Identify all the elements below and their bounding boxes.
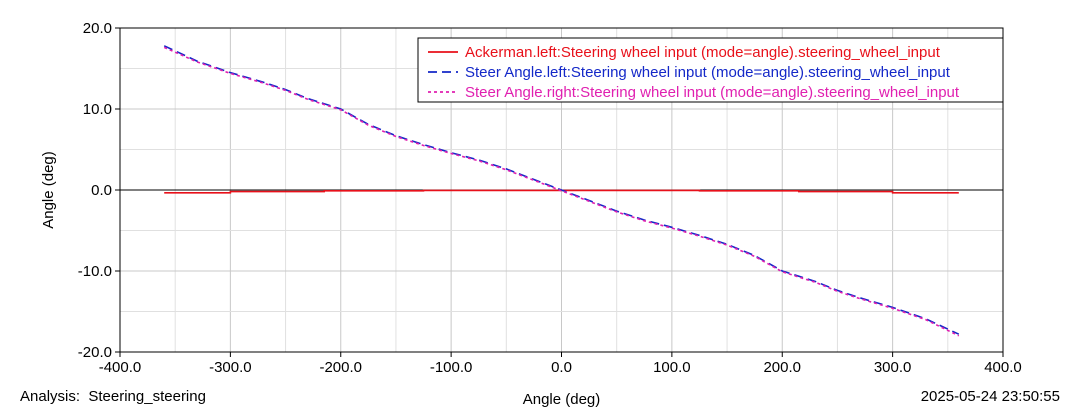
x-tick-label: 400.0 bbox=[984, 359, 1022, 376]
x-tick-label: -300.0 bbox=[209, 359, 252, 376]
legend-label-2: Steer Angle.right:Steering wheel input (… bbox=[465, 84, 960, 101]
analysis-label: Analysis: bbox=[20, 388, 81, 405]
x-tick-label: -400.0 bbox=[99, 359, 142, 376]
y-tick-label: -20.0 bbox=[78, 344, 112, 361]
analysis-info: Analysis: Steering_steering bbox=[20, 388, 206, 405]
x-tick-label: -100.0 bbox=[430, 359, 473, 376]
legend-label-1: Steer Angle.left:Steering wheel input (m… bbox=[465, 64, 951, 81]
legend-label-0: Ackerman.left:Steering wheel input (mode… bbox=[465, 44, 941, 61]
x-tick-label: 0.0 bbox=[551, 359, 572, 376]
series-line-2 bbox=[163, 46, 960, 337]
y-tick-label: 10.0 bbox=[83, 101, 112, 118]
timestamp: 2025-05-24 23:50:55 bbox=[920, 388, 1060, 405]
y-tick-label: -10.0 bbox=[78, 263, 112, 280]
x-tick-labels: -400.0 -300.0 -200.0 -100.0 0.0 100.0 200.0 300… bbox=[99, 359, 1022, 376]
x-axis-label: Angle (deg) bbox=[523, 391, 601, 408]
legend-box bbox=[417, 37, 1004, 103]
x-tick-label: -200.0 bbox=[319, 359, 362, 376]
x-tick-label: 300.0 bbox=[874, 359, 912, 376]
y-tick-label: 20.0 bbox=[83, 20, 112, 37]
x-tick-label: 100.0 bbox=[653, 359, 691, 376]
analysis-name: Steering_steering bbox=[88, 388, 206, 405]
legend: Ackerman.left:Steering wheel input (mode… bbox=[417, 37, 1004, 103]
y-tick-label: 0.0 bbox=[91, 182, 112, 199]
y-axis-label: Angle (deg) bbox=[40, 151, 57, 229]
y-tick-labels: -20.0 -10.0 0.0 10.0 20.0 bbox=[78, 20, 112, 361]
series-lines bbox=[163, 45, 960, 337]
ticks bbox=[115, 27, 1004, 357]
x-tick-label: 200.0 bbox=[763, 359, 801, 376]
